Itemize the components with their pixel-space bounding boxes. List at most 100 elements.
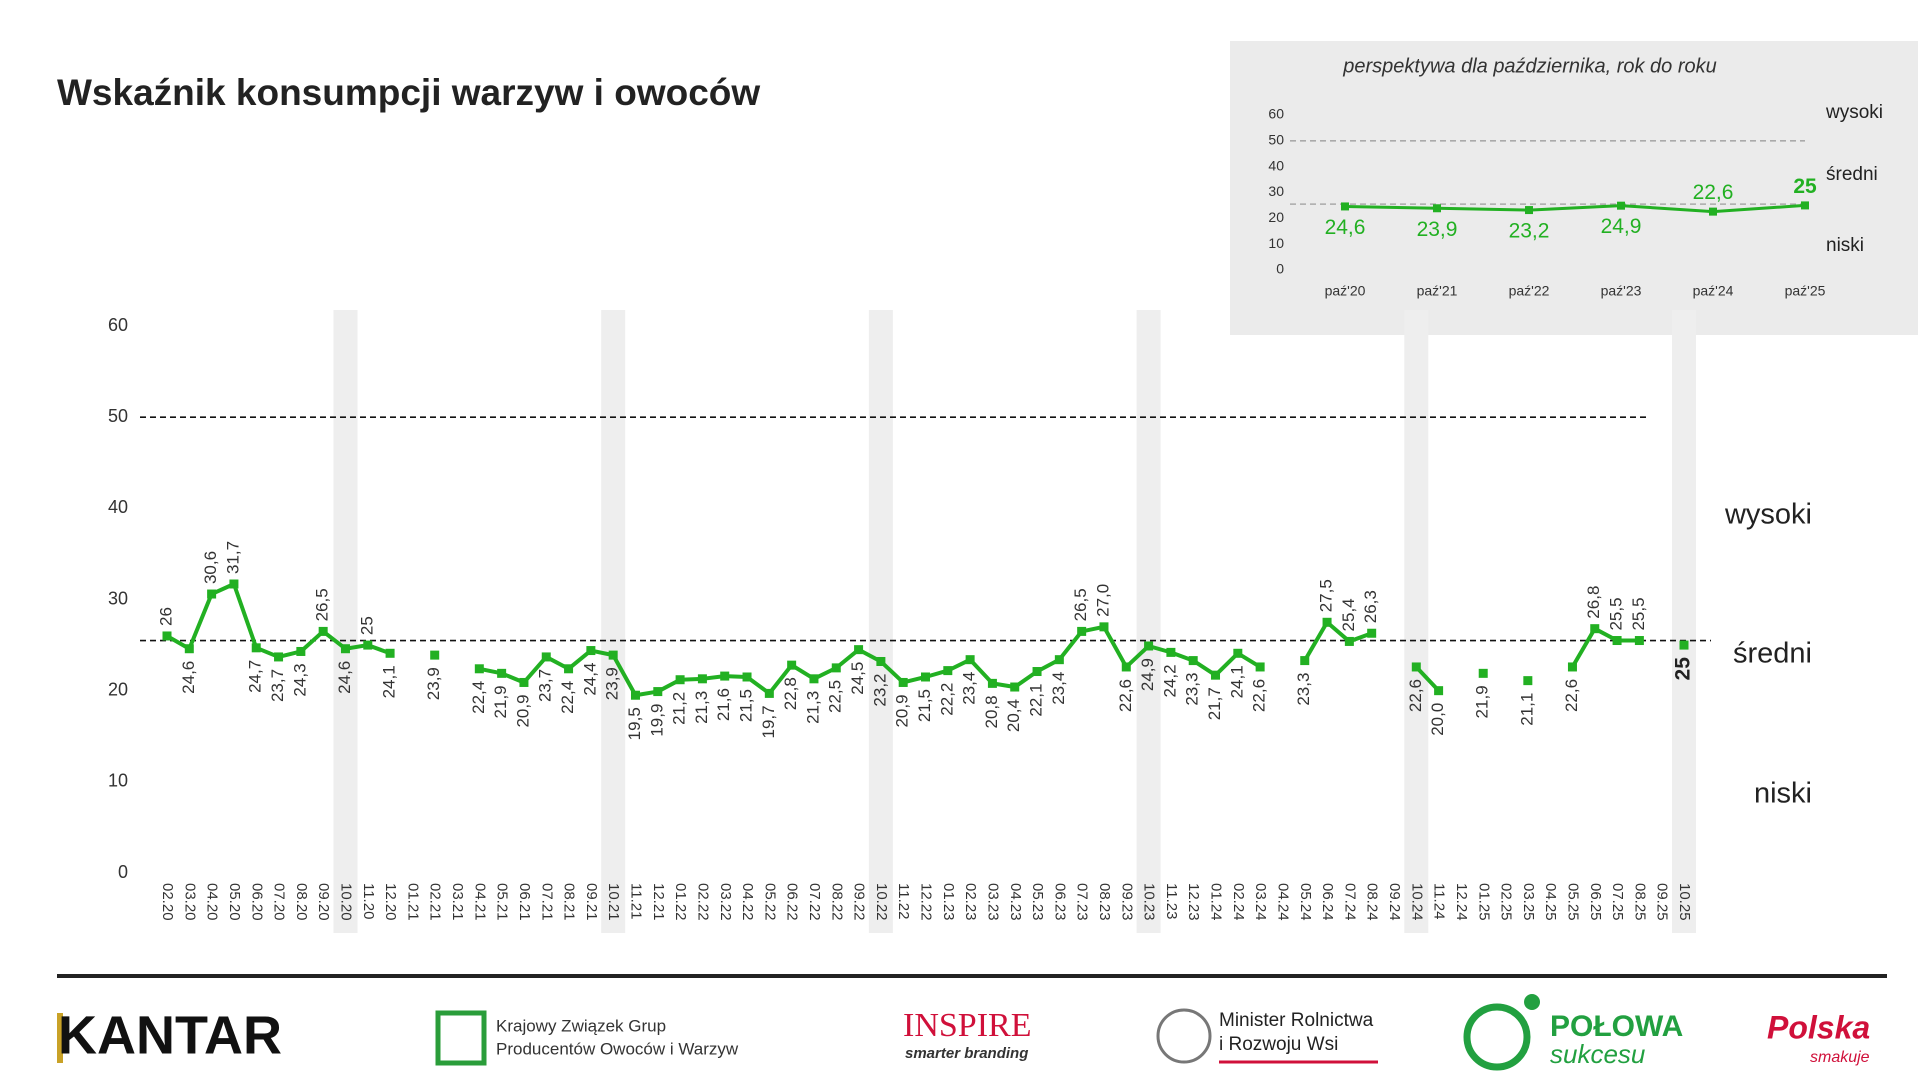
value-label: 21,9 [491, 685, 510, 718]
highlight-band [333, 310, 358, 933]
value-label: 23,4 [1049, 672, 1068, 705]
x-tick-label: 06.20 [248, 883, 265, 921]
value-label: 24,5 [848, 662, 867, 695]
value-label: 30,6 [201, 551, 220, 584]
value-label: 31,7 [223, 541, 242, 574]
data-point [653, 687, 663, 697]
y-tick-label: 60 [108, 315, 128, 335]
x-tick-label: 02.24 [1230, 883, 1247, 921]
x-tick-label: 03.22 [717, 883, 734, 921]
x-tick-label: 02.21 [427, 883, 444, 921]
x-tick-label: 03.24 [1252, 883, 1269, 921]
inspire-logo: INSPIRE [903, 1007, 1031, 1044]
x-tick-label: 09.25 [1654, 883, 1671, 921]
x-tick-label: 07.20 [271, 883, 288, 921]
value-label: 26 [156, 607, 175, 626]
data-point [1709, 207, 1717, 216]
data-point [1144, 641, 1154, 651]
data-point [787, 660, 797, 670]
footer-logos: KANTAR Krajowy Związek Grup Producentów … [57, 994, 1870, 1071]
eagle-emblem [1156, 1008, 1212, 1064]
x-tick-label: 01.23 [940, 883, 957, 921]
y-tick-label: 60 [1268, 106, 1284, 122]
value-label: 22,4 [469, 681, 488, 714]
value-label: 21,1 [1517, 693, 1536, 726]
kzgp-icon [435, 1010, 487, 1066]
zone-label: średni [1826, 164, 1878, 185]
highlight-band [1672, 310, 1696, 933]
value-label: 23,3 [1294, 673, 1313, 706]
x-tick-label: 11.21 [628, 883, 645, 919]
data-point [1054, 655, 1064, 665]
data-point [1099, 622, 1109, 632]
x-tick-label: 12.23 [1185, 883, 1202, 921]
data-point [1478, 668, 1488, 678]
x-tick-label: paź'25 [1785, 283, 1826, 299]
data-point [1590, 624, 1600, 634]
data-point [1567, 662, 1577, 672]
data-point [229, 579, 239, 589]
value-label: 20,4 [1004, 699, 1023, 732]
data-point [608, 650, 618, 660]
x-tick-label: 08.25 [1631, 883, 1648, 921]
value-label: 20,9 [893, 694, 912, 727]
data-point [1344, 636, 1354, 646]
data-point [943, 666, 953, 676]
y-tick-label: 10 [1268, 235, 1284, 251]
x-tick-label: 12.24 [1453, 883, 1470, 921]
x-tick-label: 05.23 [1029, 883, 1046, 921]
value-label: 22,5 [826, 680, 845, 713]
x-tick-label: 07.25 [1609, 883, 1626, 921]
x-tick-label: 11.24 [1431, 883, 1448, 919]
data-point [184, 644, 194, 654]
x-tick-label: 12.22 [918, 883, 935, 921]
data-point [541, 652, 551, 662]
x-tick-label: 01.21 [404, 883, 421, 921]
kantar-logo: KANTAR [58, 1005, 282, 1065]
inset-title: perspektywa dla października, rok do rok… [1342, 55, 1717, 77]
data-point [1211, 670, 1221, 680]
data-point [1077, 626, 1087, 636]
value-label: 22,6 [1406, 679, 1425, 712]
x-tick-label: 05.25 [1564, 883, 1581, 921]
data-point [385, 648, 395, 658]
y-tick-label: 20 [108, 679, 128, 699]
data-point [162, 631, 172, 641]
value-label: 19,9 [647, 704, 666, 737]
value-label: 21,7 [1205, 687, 1224, 720]
value-label: 24,4 [580, 663, 599, 696]
x-tick-label: 02.22 [694, 883, 711, 921]
zone-label: wysoki [1724, 499, 1812, 531]
data-point [854, 645, 864, 655]
value-label: 25,5 [1607, 597, 1626, 630]
data-point [898, 677, 908, 687]
x-tick-label: 04.20 [204, 883, 221, 921]
x-tick-label: paź'22 [1509, 283, 1550, 299]
data-point [564, 664, 574, 674]
value-label: 24,1 [380, 665, 399, 698]
x-tick-label: 05.21 [494, 883, 511, 921]
x-tick-label: 01.24 [1208, 883, 1225, 921]
x-tick-label: 08.23 [1096, 883, 1113, 921]
value-label: 19,7 [759, 705, 778, 738]
value-label: 25 [1793, 175, 1817, 198]
x-tick-label: 08.21 [561, 883, 578, 921]
x-tick-label: 11.20 [360, 883, 377, 919]
x-tick-label: 10.23 [1141, 883, 1158, 921]
data-point [497, 668, 507, 678]
value-label: 22,6 [1693, 181, 1734, 204]
value-label: 22,1 [1027, 684, 1046, 717]
data-point [675, 675, 685, 685]
data-point [1121, 662, 1131, 672]
kzgp-line: Producentów Owoców i Warzyw [496, 1039, 739, 1058]
x-tick-label: 05.22 [761, 883, 778, 921]
x-tick-label: 08.22 [828, 883, 845, 921]
data-point [1801, 201, 1809, 210]
data-point [1341, 202, 1349, 211]
value-label: 24,6 [1325, 216, 1366, 239]
x-tick-label: 05.20 [226, 883, 243, 921]
data-point [1166, 647, 1176, 657]
inset-chart: 0 10 20 30 40 50 60 wysoki średni niski paź'20 paź'… [1268, 102, 1883, 299]
x-tick-label: 08.24 [1364, 883, 1381, 921]
